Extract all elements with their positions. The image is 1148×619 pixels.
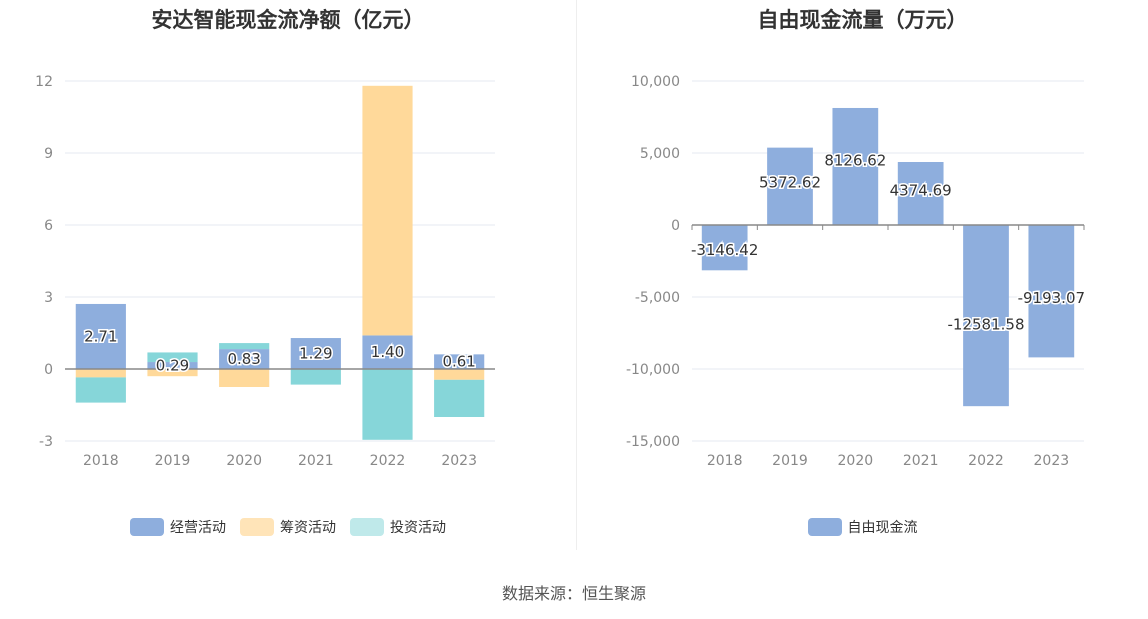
- left-chart-title: 安达智能现金流净额（亿元）: [151, 8, 425, 32]
- bar-free-cash-flow: [897, 162, 944, 225]
- bar-investing: [219, 343, 270, 350]
- bar-free-cash-flow: [1028, 225, 1075, 358]
- legend-label-investing: 投资活动: [390, 520, 446, 536]
- bar-financing: [362, 85, 413, 336]
- x-tick-label: 2019: [155, 453, 191, 469]
- data-label: 4374.69: [890, 181, 952, 199]
- x-tick-label: 2022: [968, 453, 1004, 469]
- bar-financing: [147, 369, 198, 377]
- left-chart-plot: -3 0 3 6 9 12 2018 2019 2020 2021 2022 2023 2.71 0.29…: [35, 74, 495, 469]
- legend-item-free-cash-flow[interactable]: 自由现金流: [807, 517, 918, 537]
- data-label: 8126.62: [824, 152, 886, 170]
- x-tick-label: 2020: [838, 453, 874, 469]
- legend-swatch-financing: [240, 518, 274, 536]
- bar-investing: [290, 369, 341, 385]
- legend-swatch-investing: [350, 518, 384, 536]
- bar-investing: [75, 377, 126, 403]
- bar-operating: [290, 338, 341, 369]
- data-label: -3146.42: [691, 241, 758, 259]
- right-chart-panel: 自由现金流量（万元） -15,000 -10,000 -5,000 0 5,000 10,…: [577, 0, 1148, 560]
- bar-operating: [147, 362, 198, 369]
- bar-operating: [362, 335, 413, 369]
- x-tick-label: 2023: [1034, 453, 1070, 469]
- data-label: 0.61: [442, 353, 475, 371]
- bar-operating: [75, 303, 126, 369]
- right-chart-plot: -15,000 -10,000 -5,000 0 5,000 10,000 2018 2019…: [626, 74, 1087, 469]
- right-chart-title: 自由现金流量（万元）: [757, 8, 968, 32]
- y-tick-label: 0: [44, 362, 53, 378]
- y-tick-label: 10,000: [631, 74, 680, 90]
- data-label: 2.71: [84, 327, 117, 345]
- bar-free-cash-flow: [701, 225, 748, 271]
- bar-free-cash-flow: [832, 107, 879, 225]
- left-chart-legend: 经营活动 筹资活动 投资活动: [0, 517, 576, 537]
- y-tick-label: -15,000: [626, 434, 680, 450]
- bar-financing: [219, 369, 270, 387]
- bar-investing: [147, 352, 198, 363]
- y-tick-label: 3: [44, 290, 53, 306]
- bar-financing: [75, 369, 126, 378]
- bar-operating: [219, 349, 270, 369]
- legend-label-operating: 经营活动: [170, 520, 226, 536]
- x-tick-label: 2022: [370, 453, 406, 469]
- bar-financing: [434, 369, 485, 380]
- y-tick-label: -3: [39, 434, 53, 450]
- x-tick-label: 2018: [707, 453, 743, 469]
- left-chart-panel: 安达智能现金流净额（亿元） -3 0 3 6 9 12 2018 2019 2020 2021 20…: [0, 0, 576, 560]
- bar-investing: [362, 369, 413, 440]
- bar-free-cash-flow: [767, 147, 813, 225]
- legend-label-financing: 筹资活动: [280, 520, 336, 536]
- y-tick-label: 6: [44, 218, 53, 234]
- y-tick-label: 0: [671, 218, 680, 234]
- x-tick-label: 2020: [226, 453, 262, 469]
- legend-swatch-free-cash-flow: [807, 518, 842, 536]
- y-tick-label: -5,000: [635, 290, 680, 306]
- right-chart-legend: 自由现金流: [577, 517, 1148, 537]
- data-label: 0.83: [227, 350, 260, 368]
- x-tick-label: 2018: [83, 453, 119, 469]
- legend-swatch-operating: [130, 518, 164, 536]
- y-tick-label: 12: [35, 74, 53, 90]
- data-label: 1.40: [371, 343, 404, 361]
- legend-label-free-cash-flow: 自由现金流: [847, 520, 918, 536]
- data-label: -9193.07: [1018, 289, 1085, 307]
- x-tick-label: 2019: [772, 453, 808, 469]
- data-label: -12581.58: [948, 316, 1025, 334]
- y-tick-label: -10,000: [626, 362, 680, 378]
- y-tick-label: 5,000: [640, 146, 680, 162]
- bar-investing: [434, 379, 485, 417]
- panel-divider: [576, 0, 577, 550]
- x-tick-label: 2021: [298, 453, 334, 469]
- data-source-note: 数据来源：恒生聚源: [501, 584, 646, 603]
- legend-item-investing[interactable]: 投资活动: [350, 517, 446, 537]
- x-tick-label: 2023: [441, 453, 477, 469]
- legend-item-operating[interactable]: 经营活动: [130, 517, 226, 537]
- legend-item-financing[interactable]: 筹资活动: [240, 517, 336, 537]
- bar-free-cash-flow: [963, 225, 1009, 407]
- bar-operating: [434, 354, 485, 369]
- data-label: 5372.62: [759, 173, 821, 191]
- x-tick-label: 2021: [903, 453, 939, 469]
- data-label: 0.29: [156, 357, 189, 375]
- y-tick-label: 9: [44, 146, 53, 162]
- data-label: 1.29: [299, 345, 332, 363]
